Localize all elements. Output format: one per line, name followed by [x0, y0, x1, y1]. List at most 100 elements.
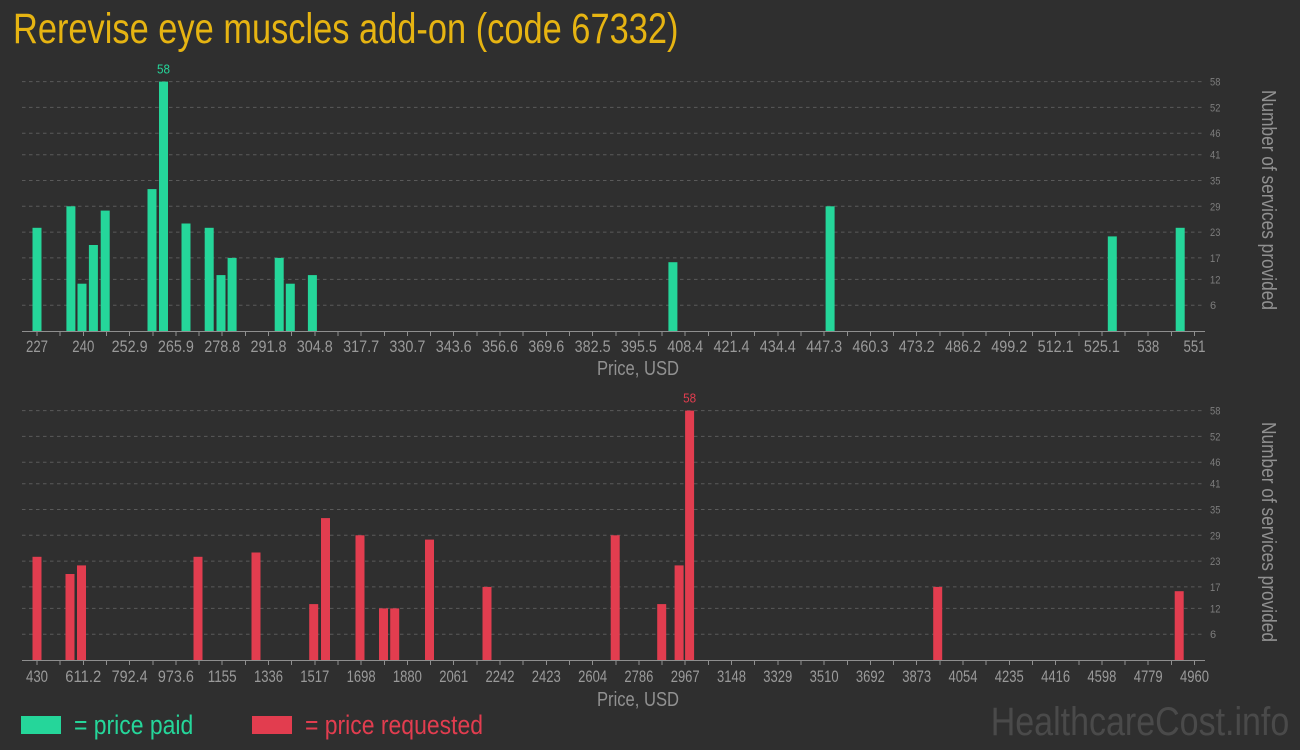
x-tick-label: 343.6	[436, 337, 472, 356]
x-tick-label: 4779	[1134, 667, 1163, 686]
x-tick-label: 473.2	[899, 337, 935, 356]
x-tick-label: 4598	[1087, 667, 1116, 686]
bar	[1174, 591, 1184, 660]
y-tick-label: 6	[1210, 300, 1216, 312]
bar	[77, 283, 87, 331]
x-tick-label: 2967	[671, 667, 700, 686]
x-tick-label: 538	[1137, 337, 1159, 356]
x-axis-title: Price, USD	[597, 689, 679, 711]
x-tick-label: 356.6	[482, 337, 518, 356]
bar	[181, 223, 191, 331]
bar	[65, 574, 75, 660]
y-tick-label: 12	[1210, 603, 1220, 615]
x-tick-label: 265.9	[158, 337, 194, 356]
y-tick-label: 46	[1210, 457, 1220, 469]
y-tick-label: 35	[1210, 505, 1220, 517]
y-tick-label: 17	[1210, 253, 1220, 265]
x-tick-label: 2061	[439, 667, 468, 686]
bar	[32, 227, 42, 331]
watermark: HealthcareCost.info	[990, 700, 1289, 744]
x-tick-label: 4235	[995, 667, 1024, 686]
y-tick-label: 58	[1210, 406, 1220, 418]
bar	[32, 556, 42, 660]
x-tick-label: 1336	[254, 667, 283, 686]
x-tick-label: 382.5	[575, 337, 611, 356]
page-title: Rerevise eye muscles add-on (code 67332)	[13, 5, 679, 53]
x-tick-label: 4416	[1041, 667, 1070, 686]
x-tick-label: 1880	[393, 667, 422, 686]
x-tick-label: 369.6	[528, 337, 564, 356]
x-tick-label: 278.8	[204, 337, 240, 356]
y-tick-label: 29	[1210, 201, 1220, 213]
x-axis-title: Price, USD	[597, 358, 679, 380]
x-tick-label: 611.2	[65, 667, 101, 686]
bar	[685, 410, 695, 660]
y-tick-label: 29	[1210, 530, 1220, 542]
x-tick-label: 1155	[208, 667, 237, 686]
x-tick-label: 421.4	[714, 337, 750, 356]
y-tick-label: 41	[1210, 479, 1220, 491]
y-tick-label: 52	[1210, 431, 1220, 443]
y-tick-label: 52	[1210, 102, 1220, 114]
x-tick-label: 1517	[300, 667, 329, 686]
bar	[204, 227, 214, 331]
bar	[1107, 236, 1117, 331]
bar	[307, 275, 317, 331]
x-tick-label: 460.3	[852, 337, 888, 356]
bar	[227, 257, 237, 331]
x-tick-label: 512.1	[1038, 337, 1074, 356]
bar	[674, 565, 684, 660]
bar	[482, 586, 492, 660]
bar	[88, 245, 98, 331]
x-tick-label: 499.2	[991, 337, 1027, 356]
x-tick-label: 525.1	[1084, 337, 1120, 356]
x-tick-label: 3692	[856, 667, 885, 686]
price-requested-swatch	[252, 716, 292, 734]
bar	[309, 604, 319, 660]
x-tick-label: 3510	[810, 667, 839, 686]
bar	[610, 535, 620, 660]
y-tick-label: 6	[1210, 629, 1216, 641]
y-axis-title: Number of services provided	[1257, 90, 1279, 310]
bar	[100, 210, 110, 331]
bar	[274, 257, 284, 331]
price-paid-histogram: 6 12 17 23 29 35 41 46 52 58 58 227 240 252.9 265.9 278…	[22, 62, 1279, 380]
x-tick-label: 2604	[578, 667, 607, 686]
y-axis-title: Number of services provided	[1257, 422, 1279, 642]
x-tick-label: 395.5	[621, 337, 657, 356]
x-tick-label: 2423	[532, 667, 561, 686]
price-paid-label: = price paid	[74, 709, 194, 740]
x-tick-label: 973.6	[158, 667, 194, 686]
x-tick-label: 486.2	[945, 337, 981, 356]
max-bar-value-label: 58	[157, 62, 170, 77]
x-tick-label: 4054	[949, 667, 978, 686]
x-tick-label: 2786	[624, 667, 653, 686]
bar	[251, 552, 261, 660]
price-requested-histogram: 6 12 17 23 29 35 41 46 52 58 58 430 611.2 792.4 973.6 1…	[22, 391, 1279, 711]
x-tick-label: 3148	[717, 667, 746, 686]
y-tick-label: 35	[1210, 176, 1220, 188]
y-tick-label: 46	[1210, 128, 1220, 140]
x-tick-label: 447.3	[806, 337, 842, 356]
bar	[321, 518, 330, 660]
bar	[77, 565, 86, 660]
bar	[379, 608, 388, 660]
y-tick-label: 58	[1210, 77, 1220, 89]
price-requested-label: = price requested	[305, 709, 483, 740]
x-tick-label: 291.8	[251, 337, 287, 356]
x-tick-label: 408.4	[667, 337, 703, 356]
legend-item-price-requested: = price requested	[252, 711, 514, 739]
x-tick-label: 430	[26, 667, 48, 686]
y-tick-label: 12	[1210, 274, 1220, 286]
bar	[159, 81, 168, 331]
y-tick-label: 41	[1210, 150, 1220, 162]
x-tick-label: 3329	[763, 667, 792, 686]
x-tick-label: 551	[1184, 337, 1206, 356]
bar	[193, 556, 203, 660]
legend-item-price-paid: = price paid	[21, 711, 214, 739]
x-tick-label: 1698	[347, 667, 376, 686]
bar	[657, 604, 667, 660]
x-tick-label: 304.8	[297, 337, 333, 356]
bar	[216, 275, 226, 331]
